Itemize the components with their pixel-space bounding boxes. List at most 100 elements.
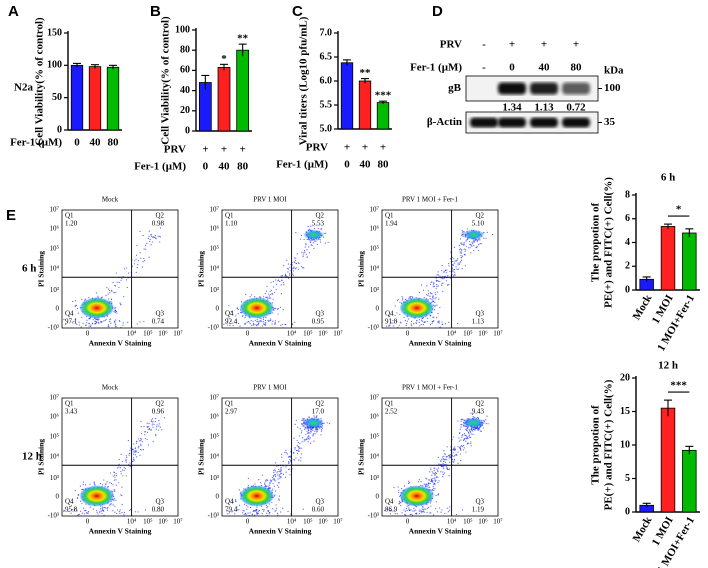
event-dot xyxy=(277,514,279,516)
event-dot xyxy=(443,450,445,452)
event-dot xyxy=(108,289,111,292)
event-dot xyxy=(460,444,463,447)
event-dot xyxy=(308,246,310,248)
event-dot xyxy=(133,443,135,445)
event-dot xyxy=(460,259,463,262)
event-dot xyxy=(88,323,90,325)
event-dot xyxy=(445,458,447,461)
event-dot xyxy=(320,434,322,436)
x-tick-label: 0 xyxy=(406,518,410,526)
event-dot xyxy=(292,270,294,272)
event-dot xyxy=(118,286,120,288)
event-dot xyxy=(464,253,466,255)
event-dot xyxy=(268,511,271,514)
event-dot xyxy=(440,511,442,513)
event-dot xyxy=(307,436,309,438)
event-dot xyxy=(115,319,117,321)
event-dot xyxy=(453,246,455,248)
event-dot xyxy=(300,453,303,455)
event-dot xyxy=(437,470,439,473)
event-dot xyxy=(89,318,91,320)
event-dot xyxy=(267,485,269,487)
quadrant-name: Q4 xyxy=(385,310,394,318)
event-dot xyxy=(318,427,321,429)
event-dot xyxy=(449,258,452,260)
event-dot xyxy=(70,504,72,507)
event-dot xyxy=(132,451,134,453)
event-dot xyxy=(305,243,307,245)
event-dot xyxy=(418,321,420,323)
event-dot xyxy=(253,510,256,512)
event-dot xyxy=(421,508,423,510)
event-dot xyxy=(119,509,121,511)
bar xyxy=(198,82,212,132)
event-dot xyxy=(158,429,160,431)
y-tick-label: 100 xyxy=(47,60,62,71)
y-axis-label: Viral titers (Log10 pfu/mL) xyxy=(298,16,310,145)
x-axis-label: Annexin V Staining xyxy=(249,527,312,536)
event-dot xyxy=(146,422,148,424)
event-dot xyxy=(394,305,396,307)
event-dot xyxy=(469,430,471,432)
event-dot xyxy=(263,510,265,512)
event-dot xyxy=(423,297,425,299)
event-dot xyxy=(277,474,279,476)
event-dot xyxy=(457,322,459,325)
event-dot xyxy=(118,463,120,465)
event-dot xyxy=(300,457,302,459)
event-dot xyxy=(422,510,425,512)
x-tick-label: 0 xyxy=(246,330,250,338)
event-dot xyxy=(431,293,433,295)
event-dot xyxy=(436,511,438,513)
event-dot xyxy=(85,510,87,512)
event-dot xyxy=(157,235,159,237)
event-dot xyxy=(265,296,267,299)
event-dot xyxy=(453,460,455,462)
event-dot xyxy=(159,235,161,237)
event-dot xyxy=(247,506,249,508)
event-dot xyxy=(448,457,450,459)
x-tick-label: 10⁷ xyxy=(493,518,503,526)
event-dot xyxy=(433,316,435,318)
event-dot xyxy=(81,316,83,318)
event-dot xyxy=(86,319,88,321)
event-dot xyxy=(428,479,430,481)
quadrant-percent: 1.13 xyxy=(472,318,485,326)
event-dot xyxy=(477,249,480,252)
event-dot xyxy=(400,502,402,504)
event-dot xyxy=(76,307,79,310)
event-dot xyxy=(291,273,294,275)
event-dot xyxy=(449,270,451,273)
event-dot xyxy=(73,509,76,511)
band-ratio: 0.72 xyxy=(566,102,586,114)
event-dot xyxy=(462,434,464,436)
event-dot xyxy=(461,268,463,270)
event-dot xyxy=(123,511,126,514)
event-dot xyxy=(116,467,118,469)
event-dot xyxy=(487,423,489,425)
event-dot xyxy=(91,323,94,325)
event-dot xyxy=(116,509,119,511)
y-tick-label: 10⁴ xyxy=(50,265,60,273)
event-dot xyxy=(398,324,400,326)
event-dot xyxy=(425,508,427,510)
event-dot xyxy=(274,490,277,492)
event-dot xyxy=(437,285,439,287)
event-dot xyxy=(409,513,411,516)
event-dot xyxy=(133,459,136,461)
event-dot xyxy=(82,483,84,486)
event-dot xyxy=(310,431,312,433)
significance: ** xyxy=(360,67,372,79)
event-dot xyxy=(143,320,145,323)
event-dot xyxy=(444,461,446,463)
event-dot xyxy=(403,509,405,511)
event-dot xyxy=(389,510,391,512)
event-dot xyxy=(442,282,444,284)
event-dot xyxy=(137,451,139,454)
plot-title: Mock xyxy=(102,196,119,204)
event-dot xyxy=(464,265,466,267)
event-dot xyxy=(76,510,78,512)
event-dot xyxy=(246,508,248,510)
event-dot xyxy=(287,263,290,265)
event-dot xyxy=(294,448,296,450)
